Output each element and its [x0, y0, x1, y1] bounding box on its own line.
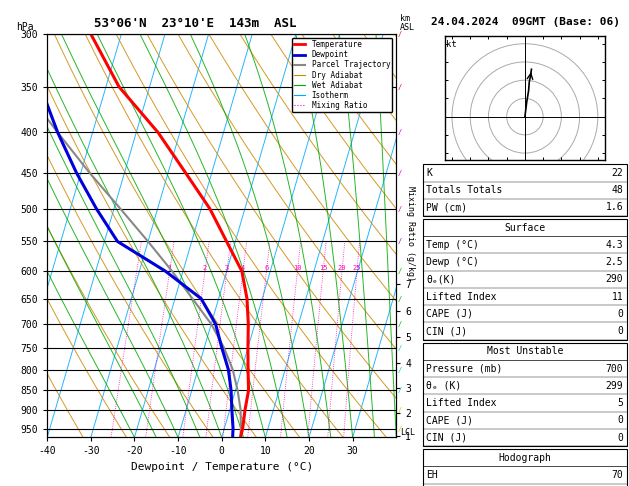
Text: 25: 25 — [353, 265, 361, 271]
Text: 0: 0 — [618, 326, 623, 336]
Text: Surface: Surface — [504, 223, 545, 233]
Text: /: / — [398, 239, 401, 244]
Text: 24.04.2024  09GMT (Base: 06): 24.04.2024 09GMT (Base: 06) — [431, 17, 620, 27]
Text: 290: 290 — [606, 274, 623, 284]
Text: 5: 5 — [618, 398, 623, 408]
Text: Totals Totals: Totals Totals — [426, 185, 503, 195]
Text: 53°06'N  23°10'E  143m  ASL: 53°06'N 23°10'E 143m ASL — [94, 17, 296, 30]
Text: 299: 299 — [606, 381, 623, 391]
Text: 15: 15 — [319, 265, 328, 271]
Text: /: / — [398, 407, 401, 413]
Text: /: / — [398, 426, 401, 432]
Text: /: / — [398, 129, 401, 136]
Text: 70: 70 — [611, 470, 623, 480]
Text: Mixing Ratio (g/kg): Mixing Ratio (g/kg) — [406, 186, 415, 281]
Text: /: / — [398, 31, 401, 37]
Text: 10: 10 — [293, 265, 302, 271]
Text: CIN (J): CIN (J) — [426, 326, 467, 336]
Text: LCL: LCL — [400, 428, 415, 436]
Text: 0: 0 — [618, 433, 623, 443]
Legend: Temperature, Dewpoint, Parcel Trajectory, Dry Adiabat, Wet Adiabat, Isotherm, Mi: Temperature, Dewpoint, Parcel Trajectory… — [292, 38, 392, 112]
Text: Most Unstable: Most Unstable — [487, 346, 563, 356]
Text: 3: 3 — [225, 265, 229, 271]
Text: /: / — [398, 321, 401, 327]
Text: /: / — [398, 84, 401, 90]
Text: 0: 0 — [618, 415, 623, 425]
Text: θₑ(K): θₑ(K) — [426, 274, 456, 284]
Text: 6: 6 — [264, 265, 269, 271]
Text: 0: 0 — [618, 309, 623, 319]
Text: EH: EH — [426, 470, 438, 480]
Text: CAPE (J): CAPE (J) — [426, 309, 474, 319]
Text: Pressure (mb): Pressure (mb) — [426, 364, 503, 374]
Text: 700: 700 — [606, 364, 623, 374]
Text: 48: 48 — [611, 185, 623, 195]
Text: kt: kt — [447, 40, 457, 49]
Text: Lifted Index: Lifted Index — [426, 398, 497, 408]
Text: 1.6: 1.6 — [606, 202, 623, 212]
Text: hPa: hPa — [16, 22, 33, 32]
X-axis label: Dewpoint / Temperature (°C): Dewpoint / Temperature (°C) — [131, 462, 313, 472]
Text: Dewp (°C): Dewp (°C) — [426, 257, 479, 267]
Text: Hodograph: Hodograph — [498, 452, 552, 463]
Text: /: / — [398, 206, 401, 212]
Text: 11: 11 — [611, 292, 623, 302]
Text: 2.5: 2.5 — [606, 257, 623, 267]
Text: PW (cm): PW (cm) — [426, 202, 467, 212]
Text: CIN (J): CIN (J) — [426, 433, 467, 443]
Text: θₑ (K): θₑ (K) — [426, 381, 462, 391]
Text: km
ASL: km ASL — [400, 14, 415, 32]
Text: 4.3: 4.3 — [606, 240, 623, 250]
Text: CAPE (J): CAPE (J) — [426, 415, 474, 425]
Text: /: / — [398, 295, 401, 302]
Text: 22: 22 — [611, 168, 623, 178]
Text: /: / — [398, 345, 401, 350]
Text: Temp (°C): Temp (°C) — [426, 240, 479, 250]
Text: 1: 1 — [167, 265, 172, 271]
Text: /: / — [398, 268, 401, 274]
Text: Lifted Index: Lifted Index — [426, 292, 497, 302]
Text: /: / — [398, 387, 401, 394]
Text: 2: 2 — [203, 265, 207, 271]
Text: K: K — [426, 168, 432, 178]
Text: 4: 4 — [241, 265, 245, 271]
Text: 20: 20 — [338, 265, 346, 271]
Text: /: / — [398, 367, 401, 373]
Text: /: / — [398, 170, 401, 176]
